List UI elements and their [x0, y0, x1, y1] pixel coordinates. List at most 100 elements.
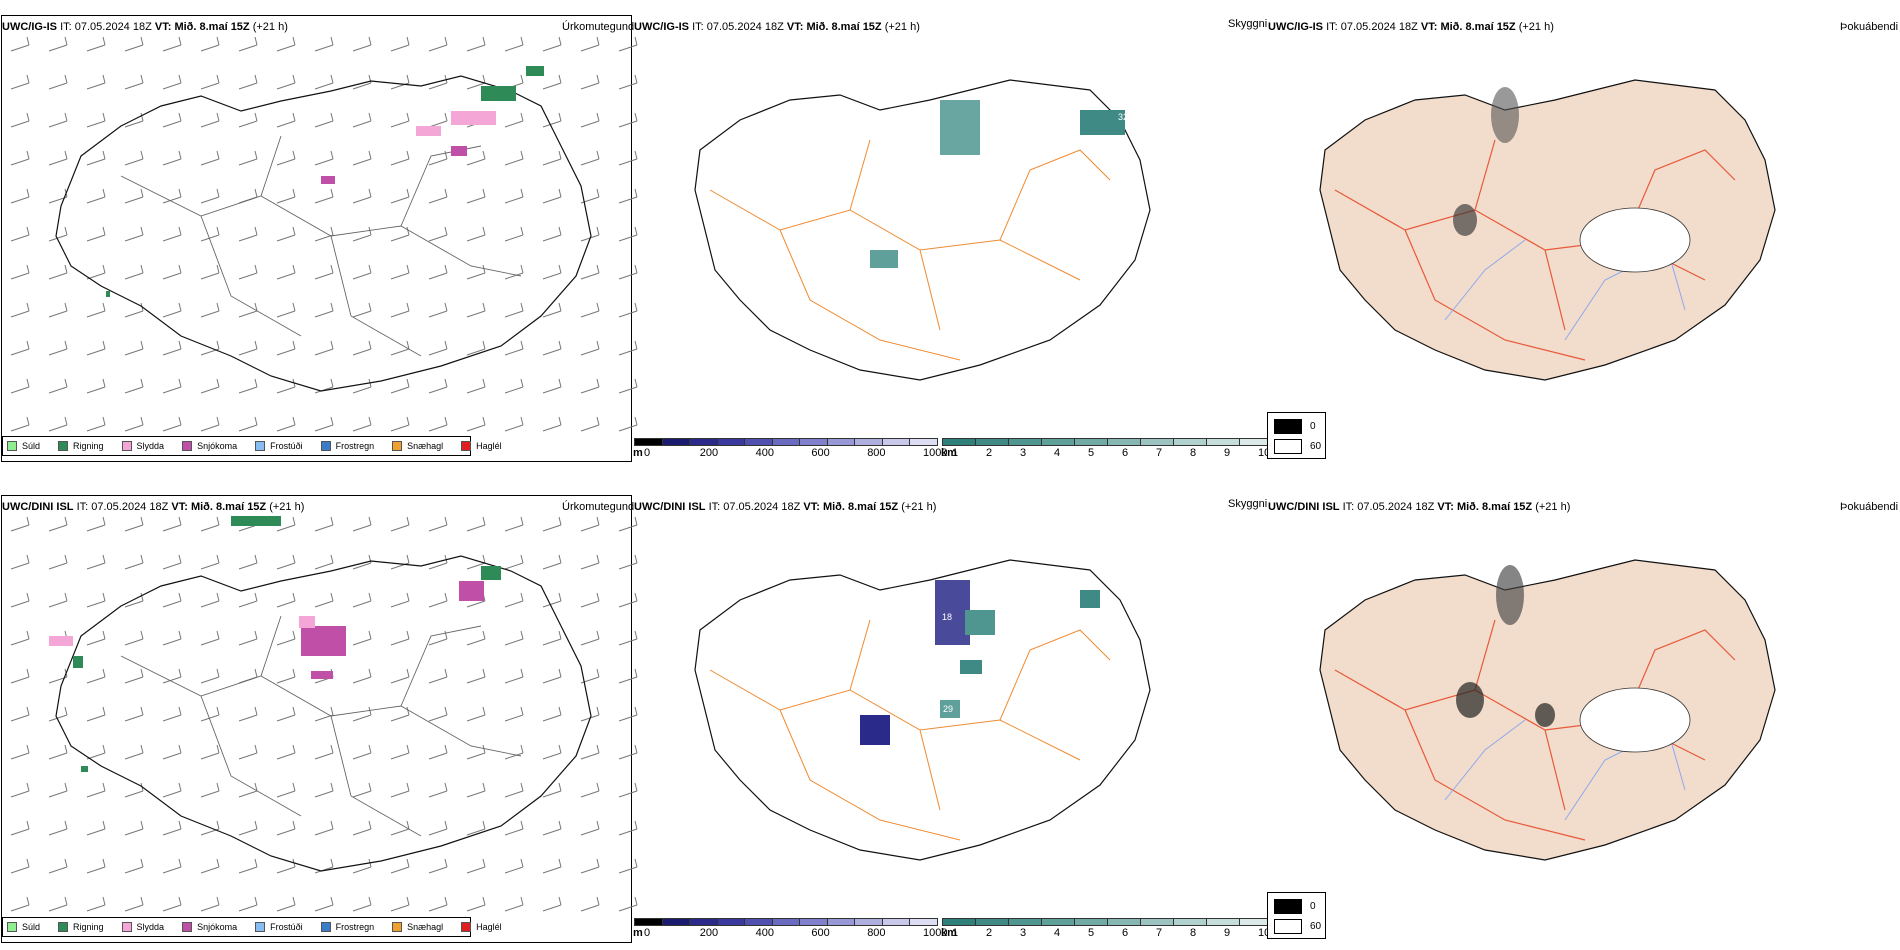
- wind-barb: [162, 592, 182, 608]
- wind-barb: [352, 264, 372, 280]
- wind-barb: [10, 554, 30, 570]
- precip-patches: [106, 66, 544, 297]
- wind-barb: [618, 554, 638, 570]
- coastline: [55, 555, 592, 872]
- wind-barb: [428, 226, 448, 242]
- wind-barb: [276, 112, 296, 128]
- colorbar-segment: [1206, 438, 1240, 446]
- wind-barb: [504, 858, 524, 874]
- wind-barb: [86, 592, 106, 608]
- wind-barb: [618, 74, 638, 90]
- wind-barb: [542, 112, 562, 128]
- wind-barb: [200, 302, 220, 318]
- wind-barb: [200, 554, 220, 570]
- colorbar-tick: 9: [1224, 447, 1231, 459]
- wind-barb: [618, 302, 638, 318]
- wind-barb: [276, 706, 296, 722]
- wind-barb: [48, 858, 68, 874]
- coastline: [694, 79, 1151, 381]
- wind-barb: [238, 706, 258, 722]
- colorbar-tick: 400: [755, 927, 774, 939]
- wind-barb: [238, 112, 258, 128]
- colorbar-unit: m: [633, 927, 643, 939]
- wind-barb: [504, 820, 524, 836]
- wind-barb: [466, 668, 486, 684]
- wind-barb: [504, 264, 524, 280]
- wind-barb: [542, 226, 562, 242]
- legend-swatch: [182, 922, 193, 932]
- wind-barb: [276, 340, 296, 356]
- visibility-colorbar: km 1 2 3 4 5 6 7 8 9 10: [941, 918, 1273, 940]
- cloud-map: 18 12 29: [694, 559, 1151, 861]
- wind-barb: [428, 74, 448, 90]
- wind-barb: [238, 264, 258, 280]
- fog-map-header: UWC/DINI ISL IT: 07.05.2024 18Z VT: Mið.…: [1268, 501, 1570, 513]
- wind-barb: [162, 782, 182, 798]
- legend-item: Súld: [7, 922, 40, 932]
- wind-barb: [580, 36, 600, 52]
- wind-barb: [352, 150, 372, 166]
- wind-barb: [466, 302, 486, 318]
- wind-barb: [314, 302, 334, 318]
- wind-barb: [580, 896, 600, 912]
- road-network: [120, 615, 522, 837]
- model-name: UWC/IG-IS: [1268, 21, 1323, 33]
- fog-patch: [1453, 204, 1477, 236]
- wind-barb: [276, 896, 296, 912]
- wind-barb: [542, 378, 562, 394]
- wind-barb: [48, 416, 68, 432]
- wind-barb: [542, 150, 562, 166]
- wind-barb: [390, 150, 410, 166]
- road-network: [1334, 139, 1736, 361]
- wind-barb: [238, 668, 258, 684]
- wind-barb: [86, 188, 106, 204]
- colorbar-tick: 0: [644, 927, 651, 939]
- fog-patch: [1496, 565, 1524, 625]
- wind-barb: [542, 416, 562, 432]
- wind-barb: [314, 226, 334, 242]
- wind-barb: [162, 264, 182, 280]
- legend-item: Snæhagl: [392, 441, 443, 451]
- wind-barb: [48, 264, 68, 280]
- wind-barb: [314, 820, 334, 836]
- wind-barb: [162, 302, 182, 318]
- wind-barb: [276, 36, 296, 52]
- it-label: IT:: [1342, 501, 1355, 513]
- legend-swatch: [320, 441, 331, 451]
- wind-barb: [314, 744, 334, 760]
- colorbar-tick: 7: [1156, 927, 1163, 939]
- wind-barb: [466, 378, 486, 394]
- wind-barb: [48, 554, 68, 570]
- wind-barb: [276, 782, 296, 798]
- colorbar-segment: [1206, 918, 1240, 926]
- legend-swatch: [461, 922, 472, 932]
- legend-swatch: [182, 441, 193, 451]
- visibility-label: 18: [942, 612, 952, 622]
- colorbar-segment: [799, 918, 828, 926]
- lead-time: (+21 h): [1535, 501, 1571, 513]
- colorbar-segment: [771, 438, 801, 446]
- model-name: UWC/IG-IS: [634, 21, 689, 33]
- wind-barb: [466, 782, 486, 798]
- wind-barb: [200, 416, 220, 432]
- wind-barb: [276, 630, 296, 646]
- fog-map-header: UWC/IG-IS IT: 07.05.2024 18Z VT: Mið. 8.…: [1268, 21, 1554, 33]
- wind-barb: [352, 858, 372, 874]
- visibility-label: 32: [1118, 112, 1128, 122]
- colorbar-tick: 3: [1020, 447, 1027, 459]
- fog-legend-item: 0: [1274, 899, 1316, 914]
- wind-barb: [86, 858, 106, 874]
- wind-barb: [48, 36, 68, 52]
- wind-barb: [542, 74, 562, 90]
- colorbar-tick: 4: [1054, 927, 1061, 939]
- visibility-patches: [860, 580, 1100, 745]
- wind-barb: [314, 592, 334, 608]
- legend-item: Frostúði: [255, 441, 303, 451]
- wind-barb: [86, 340, 106, 356]
- wind-barb: [200, 112, 220, 128]
- wind-barb: [86, 264, 106, 280]
- wind-barb: [504, 668, 524, 684]
- wind-barb: [542, 782, 562, 798]
- legend-swatch: [7, 441, 17, 451]
- wind-barb: [124, 74, 144, 90]
